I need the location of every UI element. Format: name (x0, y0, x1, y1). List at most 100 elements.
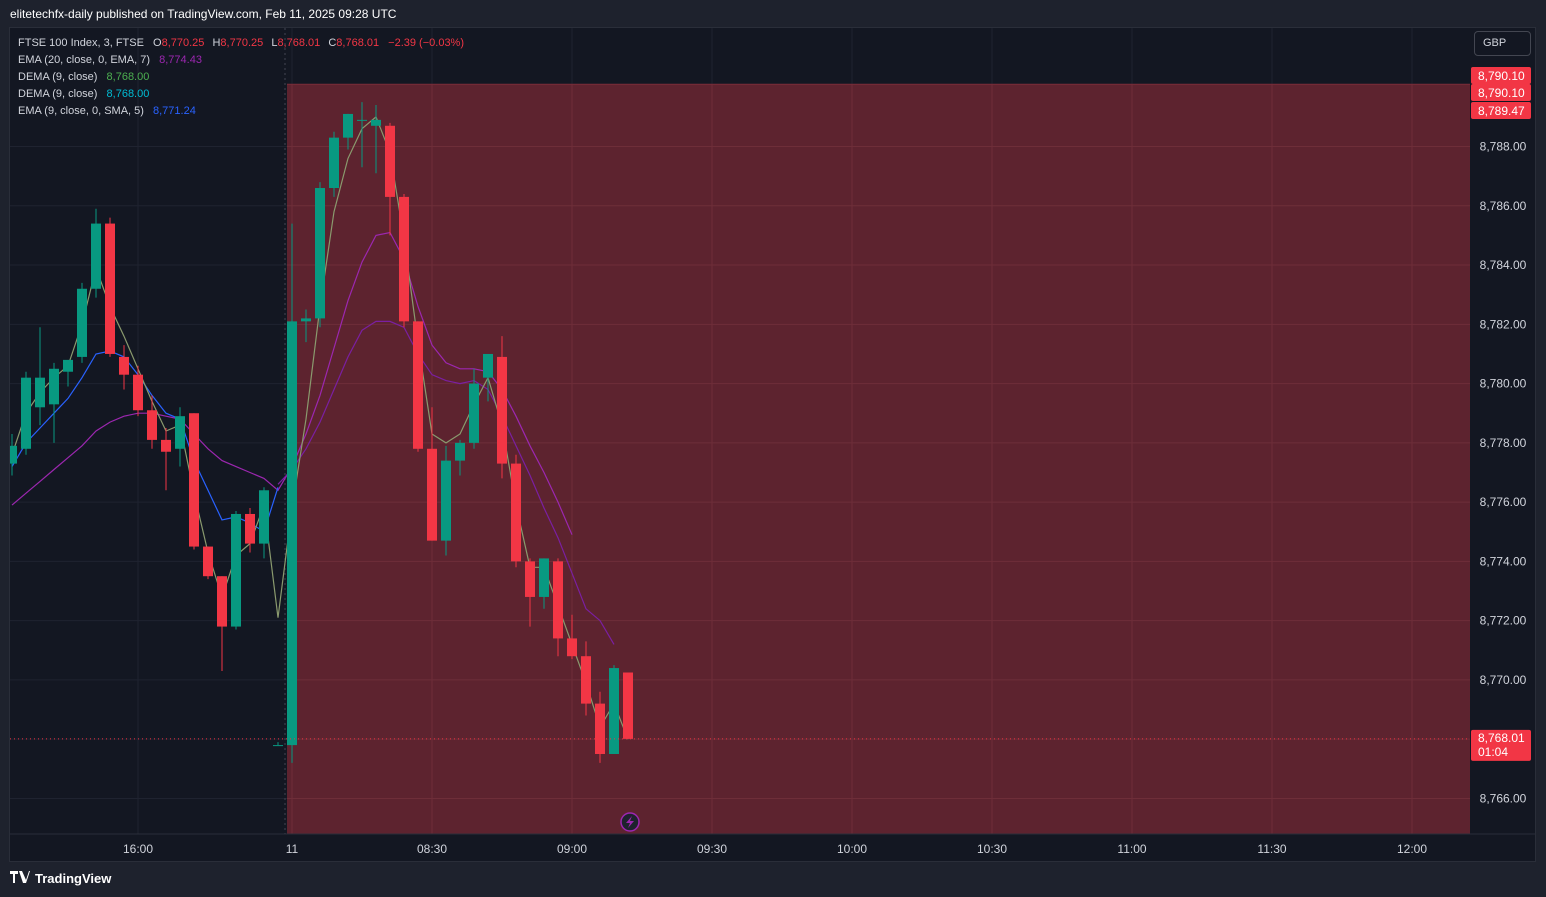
candle-bullish[interactable] (343, 113, 353, 150)
chart-panel[interactable]: 8,766.00 8,768.00 8,770.00 8,772.00 8,774.00… (9, 27, 1536, 862)
candle-bearish[interactable] (623, 672, 633, 739)
time-tick-label: 09:30 (697, 842, 727, 856)
last-price-tag-background (1471, 729, 1531, 761)
candle-bullish[interactable] (77, 282, 87, 363)
candle-bullish[interactable] (10, 433, 17, 476)
candle-bullish[interactable] (371, 105, 381, 174)
chart-legend: FTSE 100 Index, 3, FTSE O8,770.25 H8,770… (18, 35, 464, 120)
candle-bullish[interactable] (259, 487, 269, 559)
time-tick-label: 11:30 (1257, 842, 1286, 856)
candle-body (91, 223, 101, 289)
candle-body (427, 448, 437, 541)
time-tick-label: 12:00 (1397, 842, 1427, 856)
candle-bearish[interactable] (385, 122, 395, 236)
candle-bullish[interactable] (49, 362, 59, 443)
indicator-name: EMA (9, close, 0, SMA, 5) (18, 105, 144, 117)
candle-bearish[interactable] (147, 395, 157, 449)
bar-countdown-label: 01:04 (1478, 745, 1508, 759)
candle-bearish[interactable] (189, 413, 199, 550)
candle-body (539, 558, 549, 597)
candle-body (483, 353, 493, 378)
candle-body (105, 223, 115, 354)
time-tick-label: 16:00 (123, 842, 153, 856)
legend-indicator-row[interactable]: DEMA (9, close) 8,768.00 (18, 69, 464, 86)
candle-bullish[interactable] (35, 327, 45, 426)
candle-bearish[interactable] (203, 546, 213, 580)
indicator-name: DEMA (9, close) (18, 88, 98, 100)
price-tick-label: 8,776.00 (1480, 495, 1527, 509)
tradingview-brand[interactable]: TradingView (10, 871, 111, 886)
price-tag: 8,790.10 (1471, 84, 1531, 101)
candle-bullish[interactable] (469, 368, 479, 449)
candle-bullish[interactable] (91, 208, 101, 298)
candle-bearish[interactable] (217, 576, 227, 672)
price-tick-label: 8,778.00 (1480, 436, 1527, 450)
candle-bullish[interactable] (315, 182, 325, 328)
candle-bearish[interactable] (161, 428, 171, 491)
candle-bearish[interactable] (399, 193, 409, 328)
replay-icon[interactable] (620, 812, 640, 832)
candle-bullish[interactable] (231, 511, 241, 630)
candle-bullish[interactable] (287, 223, 297, 763)
price-chart[interactable]: 8,766.00 8,768.00 8,770.00 8,772.00 8,774.00… (10, 28, 1535, 861)
legend-ohlc-low: L8,768.01 (271, 37, 321, 49)
candles (10, 102, 633, 763)
candle-body (469, 383, 479, 443)
candle-body (371, 119, 381, 126)
candle-body (357, 119, 367, 121)
currency-selector-button[interactable]: GBP (1474, 31, 1531, 56)
candle-body (511, 463, 521, 562)
candle-bearish[interactable] (553, 558, 563, 657)
candle-bullish[interactable] (21, 371, 31, 455)
candle-body (525, 561, 535, 597)
candle-bullish[interactable] (329, 131, 339, 197)
price-tick-label: 8,774.00 (1480, 554, 1527, 568)
candle-body (10, 445, 17, 464)
candle-body (203, 546, 213, 577)
candle-bearish[interactable] (245, 508, 255, 553)
legend-indicator-row[interactable]: EMA (9, close, 0, SMA, 5) 8,771.24 (18, 103, 464, 120)
indicator-value: 8,774.43 (159, 54, 202, 66)
price-tag-label: 8,790.10 (1478, 86, 1525, 100)
candle-bearish[interactable] (133, 365, 143, 417)
last-price-tag-label: 8,768.01 (1478, 731, 1525, 745)
candle-bullish[interactable] (455, 439, 465, 476)
candle-body (399, 196, 409, 322)
price-tag: 8,789.47 (1471, 102, 1531, 119)
candle-bearish[interactable] (595, 691, 605, 763)
candle-bullish[interactable] (441, 445, 451, 556)
candle-bullish[interactable] (357, 102, 367, 168)
candle-bearish[interactable] (581, 641, 591, 716)
candle-bearish[interactable] (525, 558, 535, 627)
candle-bearish[interactable] (511, 454, 521, 568)
candle-body (623, 672, 633, 739)
candle-body (315, 188, 325, 319)
candle-bullish[interactable] (63, 359, 73, 387)
red-zone-rectangle[interactable] (287, 84, 1470, 835)
candle-bullish[interactable] (483, 353, 493, 402)
time-tick-label: 09:00 (557, 842, 587, 856)
candle-bearish[interactable] (119, 345, 129, 390)
candle-body (413, 321, 423, 449)
candle-bullish[interactable] (539, 558, 549, 609)
candle-bearish[interactable] (427, 407, 437, 541)
candle-body (119, 356, 129, 375)
candle-body (455, 442, 465, 461)
candle-bearish[interactable] (105, 217, 115, 357)
candle-bullish[interactable] (175, 407, 185, 467)
candle-bullish[interactable] (301, 309, 311, 343)
candle-bearish[interactable] (497, 336, 507, 479)
candle-bearish[interactable] (413, 321, 423, 452)
legend-indicator-row[interactable]: EMA (20, close, 0, EMA, 7) 8,774.43 (18, 52, 464, 69)
indicator-value: 8,768.00 (106, 88, 150, 100)
legend-indicator-row[interactable]: DEMA (9, close) 8,768.00 (18, 86, 464, 103)
price-tick-label: 8,772.00 (1480, 614, 1527, 628)
candle-bearish[interactable] (567, 614, 577, 660)
price-tick-label: 8,782.00 (1480, 317, 1527, 331)
candle-bullish[interactable] (609, 665, 619, 754)
candle-body (189, 413, 199, 547)
time-tick-label: 10:30 (977, 842, 1007, 856)
candle-bullish[interactable] (273, 742, 283, 747)
price-tag-background (1471, 84, 1531, 101)
